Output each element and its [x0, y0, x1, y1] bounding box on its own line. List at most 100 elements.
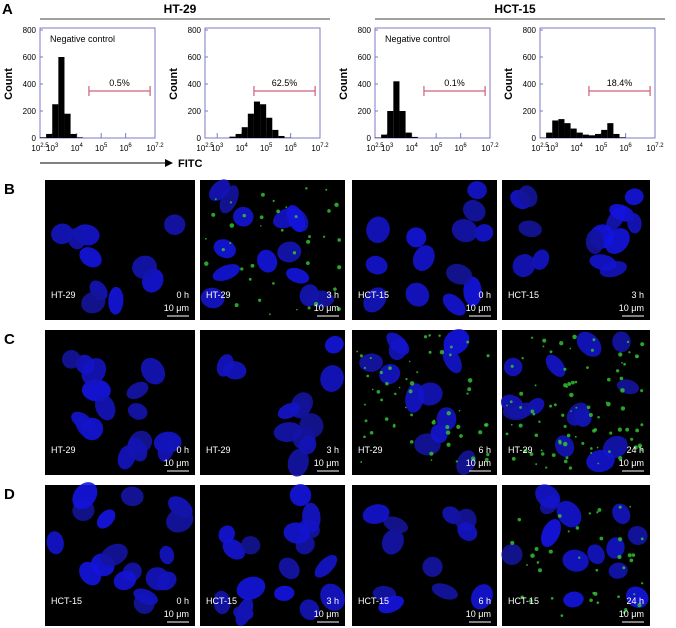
nucleus [289, 484, 312, 507]
nucleus [222, 538, 246, 560]
nucleus [126, 381, 149, 400]
fluorescence [569, 392, 574, 398]
nucleus [218, 525, 235, 544]
y-tick-label: 600 [23, 53, 37, 62]
histogram-bar [619, 137, 626, 138]
tick-base: 10 [546, 144, 555, 153]
plot-annotation: Negative control [385, 34, 450, 44]
time-label: 0 h [176, 445, 189, 455]
fluorescence [563, 367, 567, 371]
fluorescence [409, 381, 415, 386]
fluorescence [532, 412, 536, 416]
histogram-bar [70, 133, 77, 138]
scale-bar-label: 10 μm [314, 609, 339, 619]
fluorescence [637, 443, 643, 449]
scale-bar-label: 10 μm [164, 609, 189, 619]
time-label: 3 h [326, 596, 339, 606]
histogram-bar [393, 81, 400, 138]
fluorescence [534, 433, 539, 438]
tick-base: 10 [95, 144, 104, 153]
fluorescence [618, 352, 623, 357]
fluorescence [333, 287, 337, 291]
x-tick-label: 102.5 [531, 143, 549, 153]
tick-exponent: 6 [128, 143, 132, 149]
fluorescence [337, 307, 341, 312]
fluorescence [542, 338, 547, 343]
fluorescence [606, 377, 611, 382]
fluorescence [586, 366, 589, 369]
fluorescence [567, 382, 572, 386]
fluorescence [356, 350, 359, 353]
nucleus [431, 583, 458, 600]
tick-exponent: 7.2 [320, 143, 329, 149]
histogram-bar [40, 137, 47, 138]
tick-base: 10 [236, 144, 245, 153]
x-tick-label: 105 [430, 143, 443, 153]
nucleus [463, 276, 482, 307]
tick-exponent: 5 [104, 143, 108, 149]
histogram-bar [405, 132, 412, 138]
panel-label: D [4, 486, 15, 503]
fluorescence [242, 213, 247, 218]
fluorescence [258, 298, 262, 302]
fluorescence [510, 540, 515, 545]
fluorescence [519, 391, 524, 396]
fluorescence [428, 350, 432, 354]
panel-label: B [4, 181, 15, 198]
fluorescence [211, 212, 216, 217]
nucleus [457, 522, 478, 541]
fluorescence [618, 537, 623, 542]
fluorescence [528, 599, 533, 603]
fluorescence [404, 406, 407, 409]
fluorescence [305, 187, 308, 190]
nucleus [320, 583, 345, 611]
fluorescence [566, 433, 571, 438]
x-tick-label: 107.2 [646, 143, 664, 153]
fluorescence [385, 381, 389, 386]
y-tick-label: 200 [23, 107, 37, 116]
tick-base: 10 [646, 144, 655, 153]
nucleus [446, 263, 473, 285]
time-label: 0 h [176, 596, 189, 606]
cell-line-label: HCT-15 [206, 596, 237, 606]
nucleus [585, 229, 604, 255]
nucleus [140, 357, 166, 385]
fluorescence [520, 595, 525, 600]
nucleus [157, 434, 175, 462]
tick-base: 10 [455, 144, 464, 153]
tick-exponent: 6 [293, 143, 297, 149]
tick-base: 10 [481, 144, 490, 153]
nucleus [587, 544, 605, 565]
x-tick-label: 106 [120, 143, 133, 153]
nucleus [223, 361, 247, 380]
fluorescence [629, 505, 632, 508]
fluorescence [260, 225, 262, 227]
fluorescence [590, 348, 595, 352]
y-tick-label: 400 [188, 80, 202, 89]
fluorescence [640, 537, 644, 541]
histogram-bar [601, 129, 608, 138]
nucleus [299, 413, 324, 438]
nucleus [406, 227, 427, 248]
nucleus [535, 484, 561, 509]
nucleus [307, 290, 335, 308]
tick-base: 10 [381, 144, 390, 153]
nucleus [100, 543, 128, 567]
nucleus [277, 402, 300, 420]
fluorescence [327, 209, 331, 213]
fluorescence [578, 556, 581, 559]
fluorescence [384, 417, 389, 421]
fluorescence [530, 336, 534, 339]
tick-base: 10 [620, 144, 629, 153]
scale-bar-label: 10 μm [164, 458, 189, 468]
nucleus [81, 291, 106, 314]
fluorescence [625, 427, 630, 432]
time-label: 24 h [626, 596, 644, 606]
fluorescence [570, 410, 572, 413]
histogram-bar [613, 133, 620, 138]
fluorescence [409, 440, 414, 444]
fluorescence [590, 447, 593, 450]
fluorescence [458, 409, 461, 412]
fluorescence [536, 561, 540, 564]
